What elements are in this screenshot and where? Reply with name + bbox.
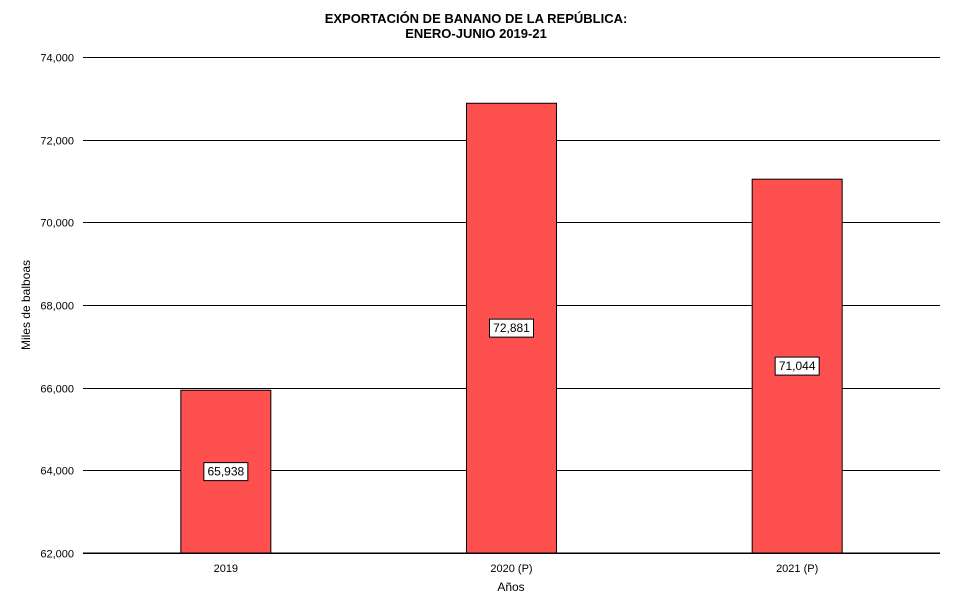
- data-label-box: [774, 356, 820, 376]
- y-tick-label: 66,000: [40, 384, 74, 396]
- x-axis-label: Años: [497, 580, 524, 594]
- chart-subtitle: ENERO-JUNIO 2019-21: [405, 26, 547, 41]
- data-label: 72,881: [493, 321, 530, 335]
- y-axis-label: Miles de balboas: [19, 260, 33, 350]
- y-tick-label: 68,000: [40, 301, 74, 313]
- chart-title: EXPORTACIÓN DE BANANO DE LA REPÚBLICA:: [325, 11, 628, 26]
- y-tick-label: 70,000: [40, 218, 74, 230]
- y-tick-label: 64,000: [40, 466, 74, 478]
- data-label: 65,938: [207, 465, 244, 479]
- x-tick-label: 2021 (P): [776, 563, 818, 575]
- y-tick-label: 74,000: [40, 53, 74, 65]
- x-tick-label: 2019: [214, 563, 238, 575]
- x-tick-label: 2020 (P): [490, 563, 532, 575]
- data-label-box: [203, 462, 249, 482]
- data-label: 71,044: [779, 359, 816, 373]
- y-tick-label: 62,000: [40, 549, 74, 561]
- y-tick-label: 72,000: [40, 136, 74, 148]
- data-label-box: [489, 318, 534, 338]
